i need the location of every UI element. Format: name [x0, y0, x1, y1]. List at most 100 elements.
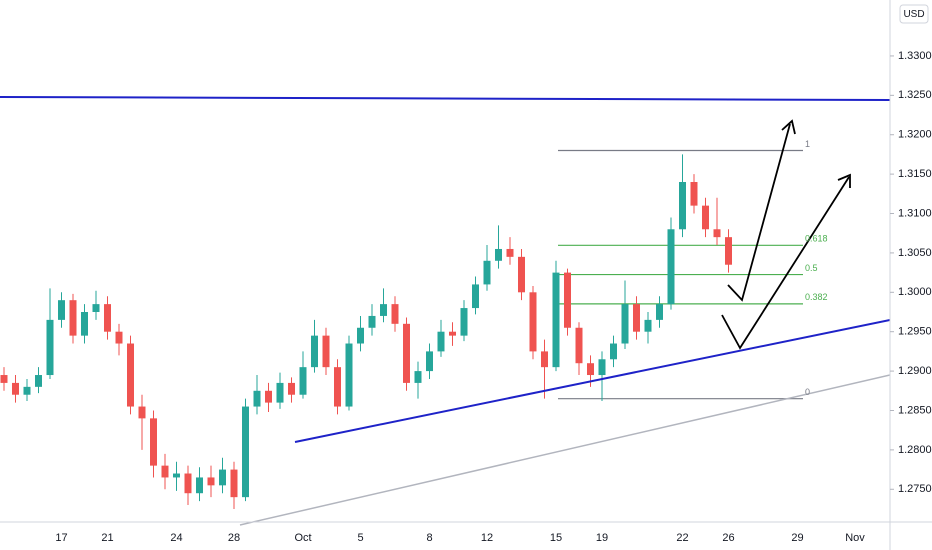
candle-body [679, 182, 686, 230]
arrow-head [837, 173, 851, 188]
candle-body [253, 390, 261, 407]
x-tick-label: 12 [481, 532, 493, 544]
candle-body [587, 363, 594, 376]
candle-body [380, 304, 387, 316]
candle-body [334, 367, 341, 407]
fib-label: 0.5 [805, 263, 818, 273]
trend-line [294, 319, 891, 443]
candle-body [667, 229, 675, 305]
candle-body [644, 319, 652, 332]
candle-body [656, 304, 663, 320]
candle-body [472, 284, 479, 309]
y-tick-label: 1.27500 [898, 483, 932, 495]
plot-area [0, 149, 803, 509]
fib-label: 1 [805, 139, 810, 149]
y-tick-label: 1.28000 [898, 444, 932, 456]
x-tick-label: 22 [676, 532, 688, 544]
candle-body [564, 272, 571, 328]
x-tick-label: 29 [791, 532, 803, 544]
candle-body [518, 256, 525, 293]
candle-body [219, 469, 226, 486]
candle-body [368, 315, 376, 328]
x-tick-label: 28 [228, 532, 240, 544]
candle-body [196, 477, 203, 494]
candle-body [35, 375, 42, 387]
currency-badge[interactable] [899, 4, 929, 24]
candle-body [173, 473, 180, 478]
candle-body [23, 386, 31, 395]
candle-body [0, 375, 8, 383]
candle-body [506, 248, 514, 257]
fib-label: 0.382 [805, 292, 828, 302]
candle-body [541, 351, 548, 368]
y-tick-label: 1.29000 [898, 365, 932, 377]
candle-body [529, 292, 537, 352]
resistance-line [0, 96, 891, 101]
candle-body [322, 335, 330, 368]
y-tick-label: 1.31500 [898, 168, 932, 180]
candle-body [276, 382, 284, 403]
candle-body [115, 331, 123, 344]
candle-body [345, 343, 353, 407]
x-tick-label: 26 [722, 532, 734, 544]
candle-body [150, 418, 157, 466]
currency-label: USD [903, 9, 924, 20]
x-tick-label: 21 [101, 532, 113, 544]
candle-body [495, 248, 502, 261]
candle-body [242, 406, 249, 498]
candle-body [46, 319, 54, 376]
candle-body [610, 343, 617, 360]
candle-body [460, 308, 468, 336]
candle-body [598, 359, 606, 376]
candle-body [449, 331, 456, 336]
candle-body [92, 304, 100, 312]
y-tick-label: 1.32000 [898, 129, 932, 141]
candle-body [575, 327, 583, 364]
y-tick-label: 1.30500 [898, 247, 932, 259]
candle-body [138, 406, 146, 419]
candle-body [414, 371, 422, 383]
y-tick-label: 1.32500 [898, 89, 932, 101]
candle-body [403, 323, 410, 383]
candle-body [288, 382, 295, 395]
y-tick-label: 1.28500 [898, 404, 932, 416]
x-tick-label: 8 [426, 532, 432, 544]
candle-body [311, 335, 318, 368]
candle-body [127, 343, 134, 407]
candle-body [633, 304, 640, 332]
y-tick-label: 1.30000 [898, 286, 932, 298]
candle-body [621, 304, 629, 344]
candle-body [713, 229, 721, 238]
candle-body [357, 327, 364, 344]
candle-body [702, 205, 709, 230]
candle-body [12, 382, 19, 395]
arrow-head [781, 119, 796, 135]
candle-body [69, 300, 77, 336]
y-tick-label: 1.29500 [898, 326, 932, 338]
candle-body [104, 304, 111, 332]
candle-body [725, 237, 732, 265]
candle-body [426, 351, 433, 372]
candle-body [161, 465, 169, 478]
y-tick-label: 1.33000 [898, 50, 932, 62]
x-tick-label: 19 [596, 532, 608, 544]
channel-line [239, 374, 891, 526]
candle-body [391, 304, 399, 324]
projection-arrow [721, 176, 850, 350]
candle-body [58, 300, 65, 320]
candle-body [230, 469, 238, 498]
candle-body [184, 473, 192, 494]
candle-body [552, 272, 560, 368]
x-tick-label: 5 [357, 532, 363, 544]
x-tick-label: Nov [845, 532, 865, 544]
candle-body [299, 367, 307, 395]
candle-body [437, 331, 445, 352]
candle-body [483, 260, 491, 285]
x-tick-label: 24 [170, 532, 182, 544]
x-tick-label: Oct [294, 532, 311, 544]
projection-arrow [727, 123, 791, 302]
x-tick-label: 17 [55, 532, 67, 544]
candle-body [81, 312, 88, 336]
fib-label: 0 [805, 387, 810, 397]
